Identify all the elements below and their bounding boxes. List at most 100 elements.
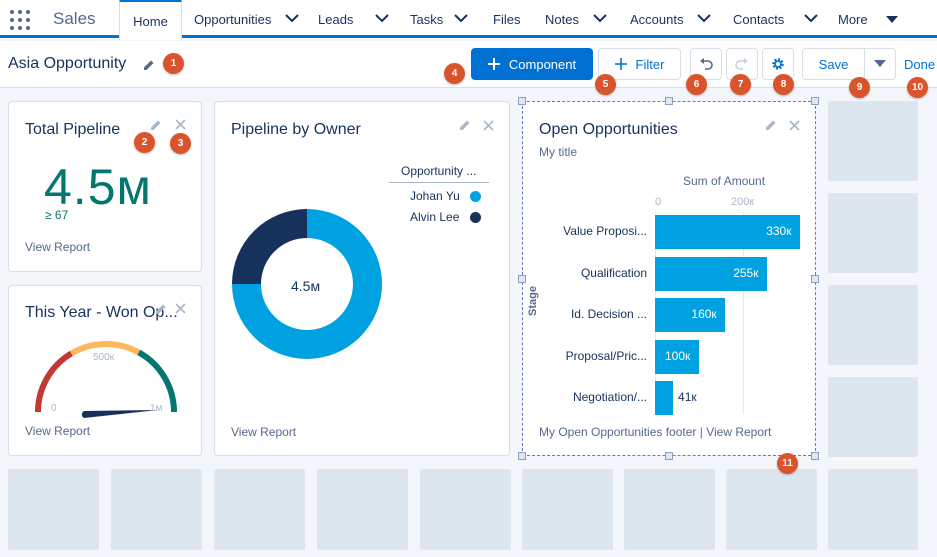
donut-slice-johan-yu[interactable] [232,209,382,359]
legend-swatch [470,212,481,223]
resize-handle[interactable] [665,97,673,105]
bar[interactable] [655,381,674,415]
tab-label: More [838,11,868,27]
empty-slot[interactable] [828,285,918,365]
card-footer-link[interactable]: My Open Opportunities footer | View Repo… [539,425,772,439]
resize-handle[interactable] [665,452,673,460]
callout-badge: 11 [777,453,798,474]
save-button[interactable]: Save [802,48,865,80]
open-opportunities-card[interactable]: Open Opportunities My title Sum of Amoun… [522,101,816,456]
gauge-min-label: 0 [51,403,57,414]
empty-slot[interactable] [828,469,918,550]
bar-category-label: Value Proposi... [563,224,647,238]
chevron-down-icon[interactable] [375,13,389,23]
view-report-link[interactable]: View Report [25,240,91,254]
save-menu-button[interactable] [864,48,896,80]
callout-badge: 3 [170,133,191,154]
close-icon[interactable] [175,119,186,130]
tab-tasks[interactable]: Tasks [398,0,480,38]
empty-slot[interactable] [111,469,202,550]
chevron-down-icon[interactable] [804,13,818,23]
bar-category-label: Negotiation/... [572,390,647,404]
bar[interactable] [655,298,726,332]
empty-slot[interactable] [522,469,613,550]
tab-label: Contacts [733,11,785,27]
resize-handle[interactable] [811,452,819,460]
gauge-segment [137,349,177,413]
resize-handle[interactable] [518,97,526,105]
x-axis-label: Sum of Amount [683,174,766,188]
resize-handle[interactable] [518,452,526,460]
view-report-link[interactable]: View Report [231,425,297,439]
close-icon[interactable] [789,120,800,131]
pipeline-by-owner-card[interactable]: Pipeline by Owner 4.5м Opportunity ... J… [214,101,510,456]
bar-category-label: Id. Decision ... [570,307,647,321]
tab-label: Accounts [630,11,684,27]
done-button[interactable]: Done [904,57,936,72]
nav-tabs: Home Opportunities Leads Tasks Files Not… [119,0,905,40]
tab-more[interactable]: More [825,0,905,38]
empty-slot[interactable] [317,469,408,550]
empty-slot[interactable] [8,469,99,550]
resize-handle[interactable] [518,275,526,283]
resize-handle[interactable] [811,97,819,105]
app-name: Sales [53,9,96,28]
gauge-segment [35,350,73,413]
won-opportunities-card[interactable]: This Year - Won Op... 0 500к 1м View Rep… [8,285,202,456]
view-report-link[interactable]: View Report [25,424,91,438]
callout-badge: 6 [686,74,707,95]
callout-badge: 10 [907,77,928,98]
tab-notes[interactable]: Notes [531,0,616,38]
tab-label: Leads [318,11,354,27]
caret-down-icon[interactable] [885,15,899,25]
bar-value-label: 160к [691,307,717,321]
tab-contacts[interactable]: Contacts [722,0,825,38]
redo-icon [735,58,748,70]
tab-opportunities[interactable]: Opportunities [182,0,308,38]
resize-handle[interactable] [811,275,819,283]
tab-files[interactable]: Files [480,0,531,38]
x-tick-label: 0 [655,196,662,208]
empty-slot[interactable] [828,377,918,457]
empty-slot[interactable] [726,469,817,550]
donut-slice-alvin-lee[interactable] [232,209,307,284]
empty-slot[interactable] [828,101,918,181]
donut-center-label: 4.5м [291,278,321,294]
empty-slot[interactable] [828,193,918,273]
edit-icon[interactable] [459,119,471,131]
tab-accounts[interactable]: Accounts [616,0,722,38]
empty-slot[interactable] [420,469,511,550]
total-pipeline-card[interactable]: Total Pipeline 2 3 4.5м ≥ 67 View Report [8,101,202,272]
add-component-button[interactable]: Component [471,48,593,80]
close-icon[interactable] [483,120,494,131]
chevron-down-icon[interactable] [697,13,711,23]
bar-value-label: 255к [733,265,759,280]
chevron-down-icon[interactable] [285,13,299,23]
bar[interactable] [655,256,768,291]
bar[interactable] [655,339,699,374]
chevron-down-icon[interactable] [454,13,468,23]
callout-badge: 7 [730,74,751,95]
button-label: Component [508,56,577,72]
edit-icon[interactable] [765,119,777,131]
edit-icon[interactable] [155,303,167,315]
app-launcher-icon[interactable] [9,9,31,31]
bar[interactable] [655,215,801,249]
chevron-down-icon[interactable] [593,13,607,23]
empty-slot[interactable] [624,469,715,550]
gear-icon [772,58,784,70]
edit-icon[interactable] [150,119,162,131]
metric-sub-value: ≥ 67 [45,208,69,222]
tab-leads[interactable]: Leads [308,0,398,38]
gridline [743,212,744,414]
callout-badge: 9 [849,77,870,98]
callout-badge: 1 [163,53,184,74]
close-icon[interactable] [175,303,186,314]
legend-divider [389,182,489,183]
filter-button[interactable]: Filter [598,48,681,80]
donut-chart [232,209,382,359]
empty-slot[interactable] [214,469,305,550]
gauge-mid-label: 500к [93,352,115,363]
edit-title-icon[interactable] [143,59,155,71]
tab-home[interactable]: Home [119,0,182,40]
